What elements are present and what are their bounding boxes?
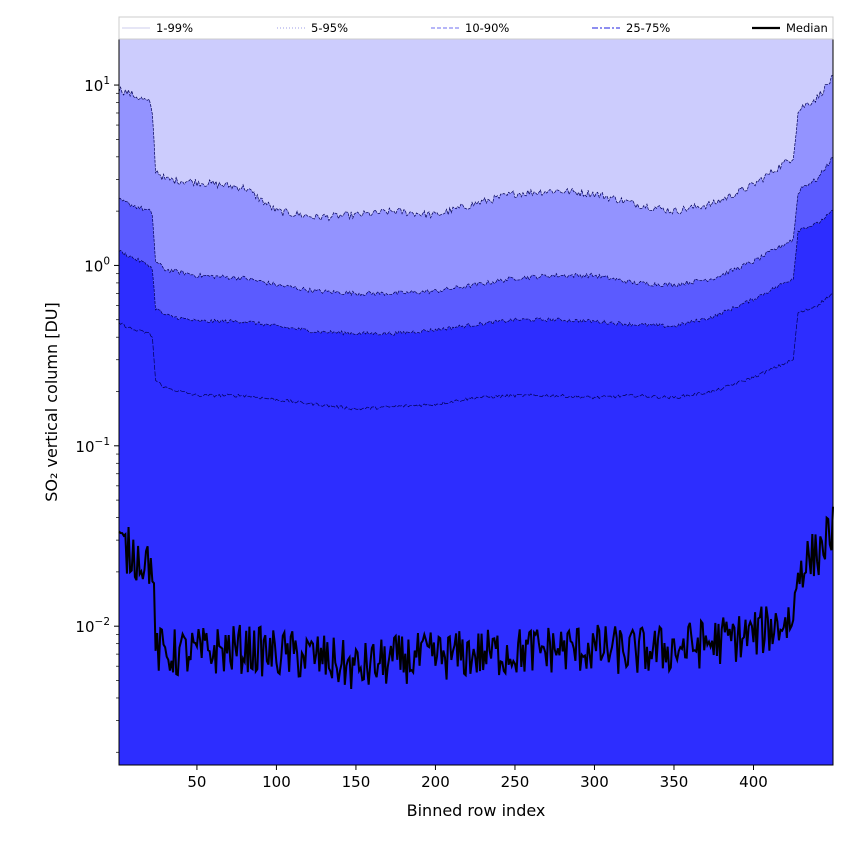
bottom-mask [0,765,850,850]
x-tick-label: 350 [660,773,689,791]
x-axis-ticks: 50 100 150 200 250 300 350 400 [187,765,768,791]
edge-10-90 [118,156,834,297]
y-axis-ticks: 101 100 10−1 10−2 [75,75,119,753]
band-edge-lines [118,75,834,411]
band-5-95 [119,75,833,296]
edge-5-95 [118,75,834,222]
x-tick-label: 300 [580,773,609,791]
median-line [118,506,834,689]
x-tick-label: 250 [501,773,530,791]
y-axis-label: SO₂ vertical column [DU] [42,302,61,502]
legend-label: Median [786,21,828,35]
x-axis-label: Binned row index [407,801,546,820]
legend-label: 25-75% [626,21,670,35]
edge-lower [118,293,834,411]
y-tick-label: 10−2 [75,616,110,636]
band-1-99 [119,0,833,221]
band-10-90 [119,157,833,336]
y-tick-label: 101 [84,75,110,95]
y-tick-label: 10−1 [75,436,110,456]
legend-label: 5-95% [311,21,348,35]
legend: 1-99% 5-95% 10-90% 25-75% Median [118,16,834,40]
y-tick-label: 100 [84,255,110,275]
x-tick-label: 400 [739,773,768,791]
x-tick-label: 150 [342,773,371,791]
band-25-75 [119,210,833,771]
x-tick-label: 100 [262,773,291,791]
percentile-bands [119,0,833,771]
legend-box [118,16,834,40]
legend-label: 10-90% [465,21,509,35]
x-tick-label: 50 [187,773,206,791]
legend-label: 1-99% [156,21,193,35]
edge-25-75 [118,209,834,336]
x-tick-label: 200 [421,773,450,791]
